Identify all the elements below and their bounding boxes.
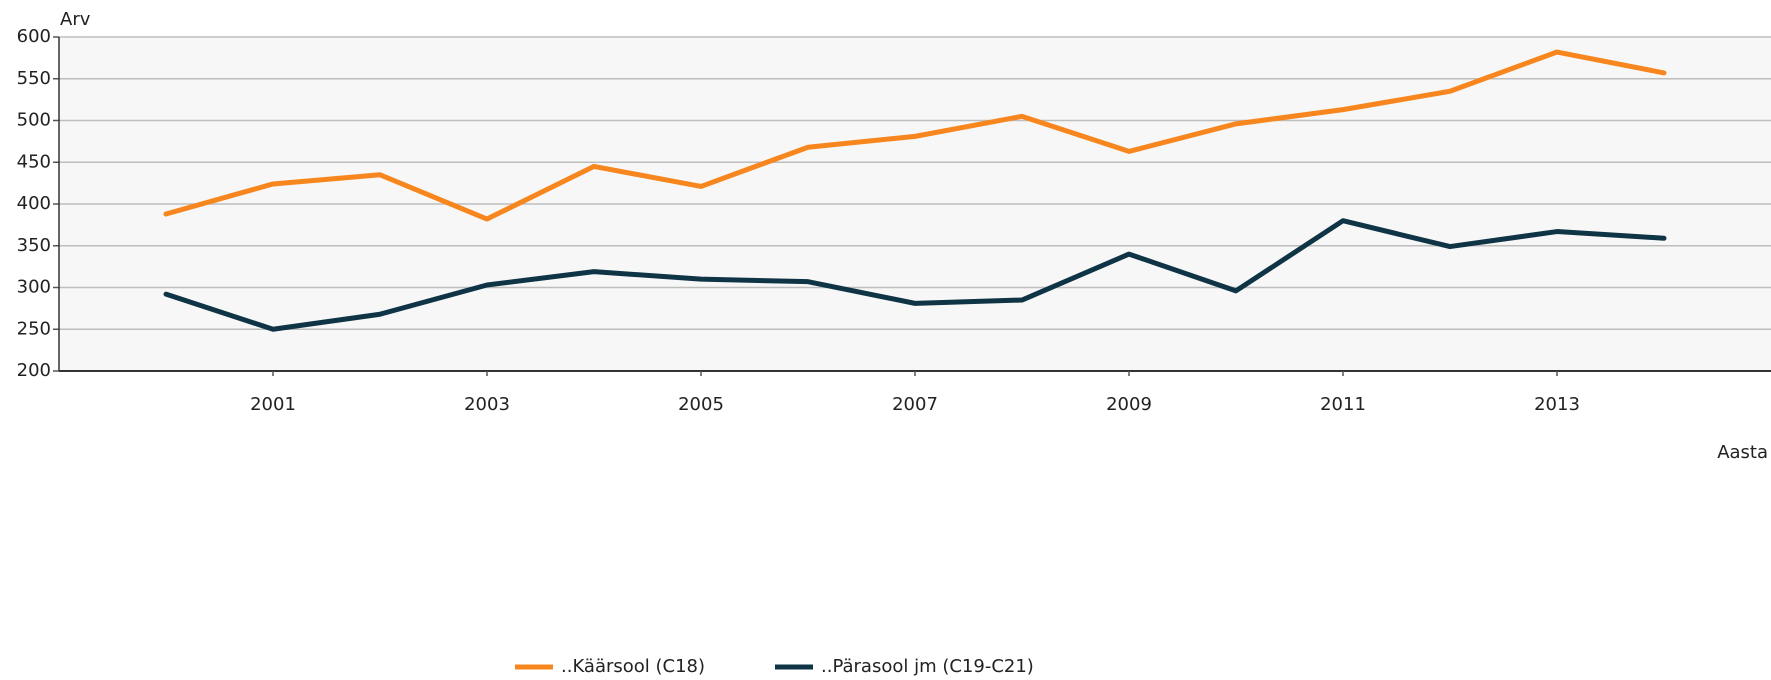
x-tick-label: 2001 [250,394,296,415]
y-tick-label: 450 [17,151,51,172]
line-series [163,49,1667,222]
y-tick-label: 600 [17,26,51,47]
x-tick-label: 2009 [1106,394,1152,415]
x-tick-label: 2007 [892,394,938,415]
y-tick-label: 550 [17,68,51,89]
x-tick-label: 2013 [1534,394,1580,415]
legend-label: ..Käärsool (C18) [561,656,705,677]
x-axis-label: Aasta [1717,442,1768,463]
y-tick-label: 200 [17,360,51,381]
legend-label: ..Pärasool jm (C19-C21) [821,656,1034,677]
y-tick-label: 300 [17,277,51,298]
y-tick-label: 400 [17,193,51,214]
y-tick-label: 350 [17,235,51,256]
y-tick-label: 500 [17,110,51,131]
y-axis-label: Arv [60,9,91,30]
x-tick-label: 2005 [678,394,724,415]
x-tick-label: 2003 [464,394,510,415]
line-series [163,218,1667,332]
y-tick-label: 250 [17,318,51,339]
x-tick-label: 2011 [1320,394,1366,415]
